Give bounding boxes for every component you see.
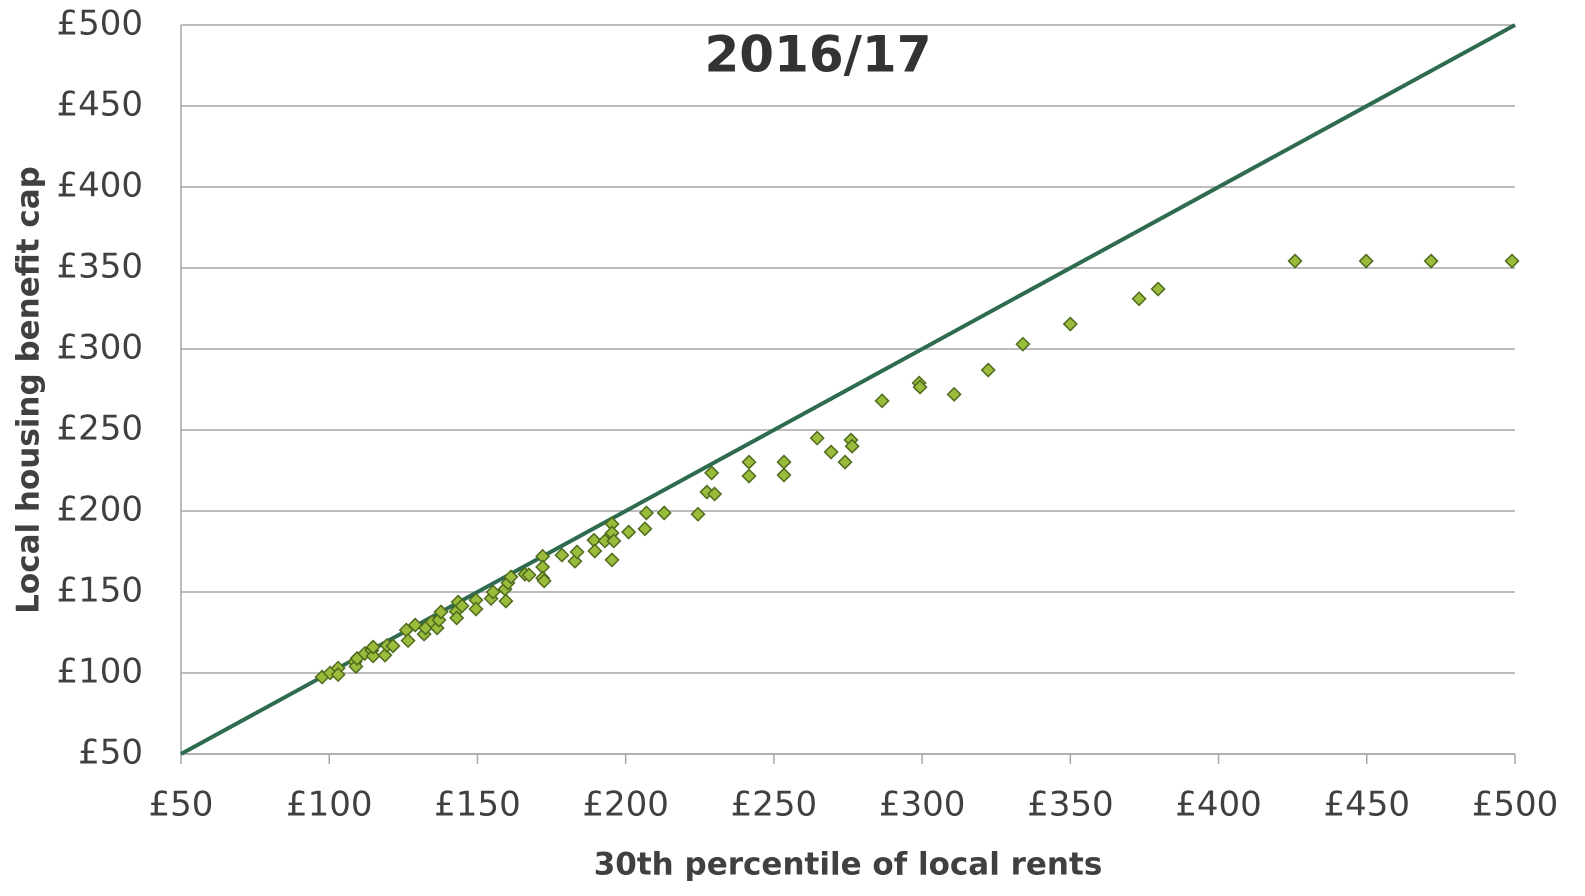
x-tick-label: £100	[286, 785, 373, 825]
y-tick-label: £300	[56, 328, 143, 368]
y-tick-label: £450	[56, 85, 143, 125]
data-point	[946, 386, 962, 402]
data-point	[454, 598, 470, 614]
data-point	[485, 584, 501, 600]
data-point	[912, 379, 928, 395]
data-point	[468, 601, 484, 617]
y-tick-label: £100	[56, 652, 143, 692]
data-point	[365, 648, 381, 664]
data-point	[1150, 281, 1166, 297]
data-point	[449, 610, 465, 626]
y-tick-label: £400	[56, 166, 143, 206]
x-tick-label: £250	[731, 785, 818, 825]
data-point	[1062, 316, 1078, 332]
data-point	[741, 468, 757, 484]
data-point	[776, 467, 792, 483]
x-tick-label: £200	[582, 785, 669, 825]
data-point	[385, 638, 401, 654]
data-point	[1131, 291, 1147, 307]
data-point	[1423, 253, 1439, 269]
data-point	[377, 647, 393, 663]
data-point	[874, 393, 890, 409]
x-tick-label: £500	[1472, 785, 1559, 825]
data-point	[604, 552, 620, 568]
data-point	[330, 667, 346, 683]
data-point	[638, 505, 654, 521]
data-point	[431, 612, 447, 628]
data-point	[844, 438, 860, 454]
data-point	[606, 533, 622, 549]
data-point	[498, 593, 514, 609]
data-point	[1287, 253, 1303, 269]
data-point	[776, 454, 792, 470]
y-tick-label: £50	[78, 733, 143, 773]
data-point	[1504, 253, 1520, 269]
data-point	[656, 505, 672, 521]
data-point	[980, 362, 996, 378]
data-point	[637, 521, 653, 537]
y-tick-label: £150	[56, 571, 143, 611]
y-tick-label: £500	[56, 4, 143, 44]
data-point	[536, 573, 552, 589]
data-point	[823, 444, 839, 460]
x-tick-label: £50	[149, 785, 214, 825]
data-point	[741, 454, 757, 470]
data-point	[365, 639, 381, 655]
data-point	[521, 567, 537, 583]
data-point	[433, 604, 449, 620]
data-point	[690, 506, 706, 522]
data-point	[621, 524, 637, 540]
y-tick-label: £350	[56, 247, 143, 287]
x-tick-label: £400	[1175, 785, 1262, 825]
y-tick-label: £200	[56, 490, 143, 530]
data-point	[707, 486, 723, 502]
data-point	[400, 633, 416, 649]
y-tick-label: £250	[56, 409, 143, 449]
chart-title: 2016/17	[704, 26, 931, 84]
data-point	[587, 543, 603, 559]
data-point	[569, 544, 585, 560]
x-tick-label: £450	[1324, 785, 1411, 825]
data-point	[503, 569, 519, 585]
data-point	[567, 553, 583, 569]
x-axis-title: 30th percentile of local rents	[594, 847, 1103, 883]
data-point	[704, 465, 720, 481]
x-tick-label: £150	[434, 785, 521, 825]
x-tick-label: £300	[879, 785, 966, 825]
y-axis-title: Local housing benefit cap	[11, 166, 47, 614]
x-tick-label: £350	[1027, 785, 1114, 825]
data-point	[554, 547, 570, 563]
data-point	[809, 430, 825, 446]
data-point	[1358, 253, 1374, 269]
data-point	[837, 454, 853, 470]
data-point	[1015, 336, 1031, 352]
